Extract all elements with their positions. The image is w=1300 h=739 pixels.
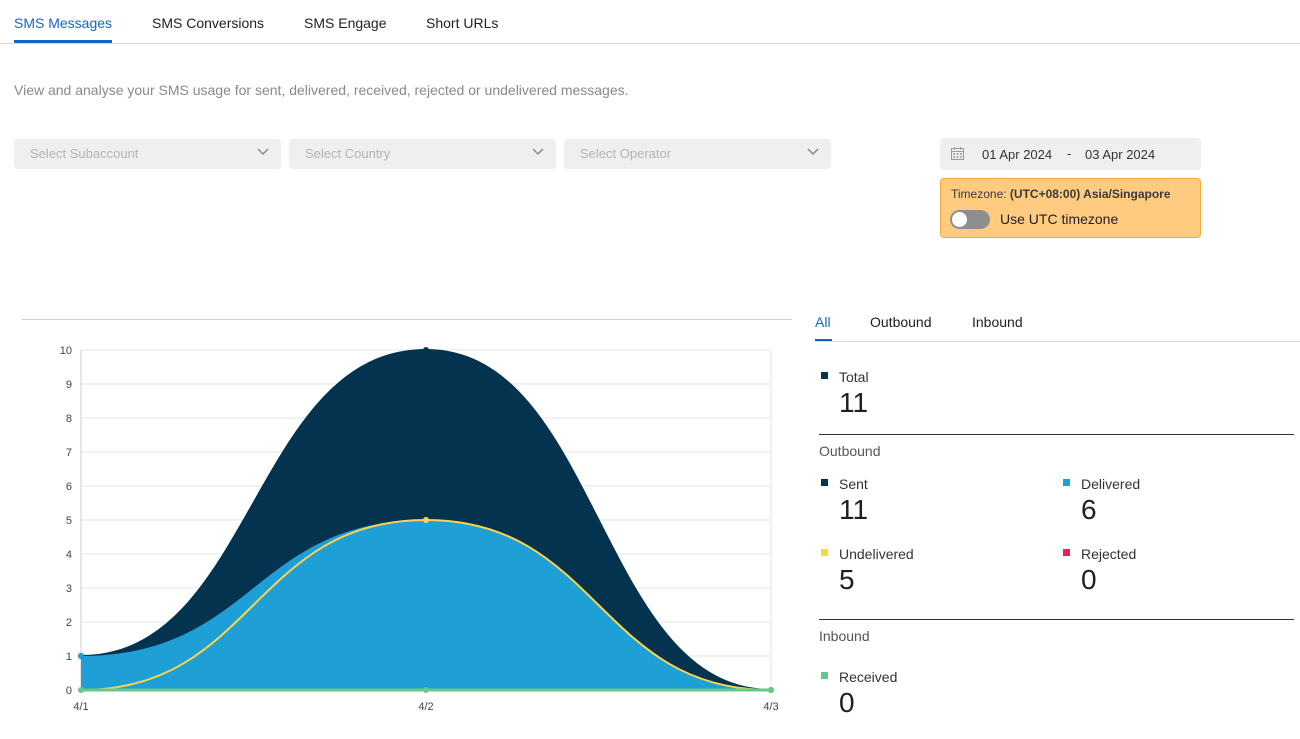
timezone-value: (UTC+08:00) Asia/Singapore xyxy=(1009,187,1171,201)
undelivered-label: Undelivered xyxy=(839,546,914,562)
undelivered-legend-swatch xyxy=(821,549,828,556)
y-tick-label: 4 xyxy=(66,549,72,561)
utc-timezone-label: Use UTC timezone xyxy=(1000,211,1119,227)
delivered-label: Delivered xyxy=(1081,476,1141,492)
data-point-received xyxy=(78,687,84,693)
series-area-delivered xyxy=(81,520,771,690)
y-tick-label: 0 xyxy=(66,685,72,697)
y-tick-label: 2 xyxy=(66,617,72,629)
country-select[interactable]: Select Country xyxy=(289,139,556,169)
calendar-icon xyxy=(951,147,964,160)
chevron-down-icon xyxy=(532,148,544,156)
start-date[interactable]: 01 Apr 2024 xyxy=(982,147,1053,162)
inbound-section-title: Inbound xyxy=(819,628,870,644)
y-tick-label: 7 xyxy=(66,447,72,459)
stats-tab-bar: All Outbound Inbound xyxy=(815,302,1300,342)
total-legend-swatch xyxy=(821,372,828,379)
sent-legend-swatch xyxy=(821,479,828,486)
top-tab-bar: SMS Messages SMS Conversions SMS Engage … xyxy=(0,0,1300,44)
delivered-legend-swatch xyxy=(1063,479,1070,486)
rejected-value: 0 xyxy=(1081,564,1097,595)
data-point-undelivered xyxy=(423,517,429,523)
sms-area-chart: 0 1 2 3 4 5 6 7 8 9 10 4/1 4/2 4/3 xyxy=(60,345,779,713)
tab-sms-conversions[interactable]: SMS Conversions xyxy=(152,15,265,31)
subaccount-placeholder: Select Subaccount xyxy=(30,146,139,161)
section-divider xyxy=(819,619,1294,620)
data-point-received xyxy=(423,687,429,693)
y-tick-label: 5 xyxy=(66,515,72,527)
data-point-received xyxy=(768,687,774,693)
y-tick-label: 1 xyxy=(66,651,72,663)
chevron-down-icon xyxy=(257,148,269,156)
sent-label: Sent xyxy=(839,476,868,492)
date-separator: - xyxy=(1067,146,1072,161)
delivered-value: 6 xyxy=(1081,494,1097,525)
y-tick-label: 8 xyxy=(66,413,72,425)
data-point-delivered xyxy=(78,653,84,659)
stats-tab-all[interactable]: All xyxy=(815,314,831,330)
rejected-legend-swatch xyxy=(1063,549,1070,556)
chart-divider xyxy=(22,319,792,320)
rejected-label: Rejected xyxy=(1081,546,1137,562)
chevron-down-icon xyxy=(807,148,819,156)
tab-sms-engage[interactable]: SMS Engage xyxy=(304,15,387,31)
toggle-knob xyxy=(952,212,967,227)
operator-placeholder: Select Operator xyxy=(580,146,672,161)
timezone-panel: Timezone: (UTC+08:00) Asia/Singapore Use… xyxy=(940,178,1201,238)
received-legend-swatch xyxy=(821,672,828,679)
y-tick-label: 9 xyxy=(66,379,72,391)
date-range-picker[interactable]: 01 Apr 2024 - 03 Apr 2024 xyxy=(940,138,1201,170)
tab-sms-messages[interactable]: SMS Messages xyxy=(14,15,113,31)
timezone-prefix: Timezone: xyxy=(951,187,1010,201)
tab-short-urls[interactable]: Short URLs xyxy=(426,15,499,31)
page-description: View and analyse your SMS usage for sent… xyxy=(14,82,629,98)
total-label: Total xyxy=(839,369,869,385)
end-date[interactable]: 03 Apr 2024 xyxy=(1085,147,1156,162)
data-point-sent xyxy=(423,347,429,353)
timezone-info: Timezone: (UTC+08:00) Asia/Singapore xyxy=(951,187,1171,201)
section-divider xyxy=(819,434,1294,435)
y-tick-label: 3 xyxy=(66,583,72,595)
x-tick-label: 4/1 xyxy=(73,701,88,713)
x-tick-label: 4/2 xyxy=(418,701,433,713)
stats-tab-indicator xyxy=(815,339,832,341)
sent-value: 11 xyxy=(839,494,869,525)
x-tick-label: 4/3 xyxy=(763,701,778,713)
stats-tab-inbound[interactable]: Inbound xyxy=(972,314,1023,330)
y-tick-label: 6 xyxy=(66,481,72,493)
outbound-section-title: Outbound xyxy=(819,443,881,459)
country-placeholder: Select Country xyxy=(305,146,391,161)
received-value: 0 xyxy=(839,687,855,718)
stats-tab-outbound[interactable]: Outbound xyxy=(870,314,932,330)
utc-timezone-toggle[interactable] xyxy=(950,210,990,229)
operator-select[interactable]: Select Operator xyxy=(564,139,831,169)
subaccount-select[interactable]: Select Subaccount xyxy=(14,139,281,169)
undelivered-value: 5 xyxy=(839,564,855,595)
total-value: 11 xyxy=(839,387,869,418)
y-tick-label: 10 xyxy=(60,345,72,357)
received-label: Received xyxy=(839,669,898,685)
active-tab-indicator xyxy=(14,40,112,43)
